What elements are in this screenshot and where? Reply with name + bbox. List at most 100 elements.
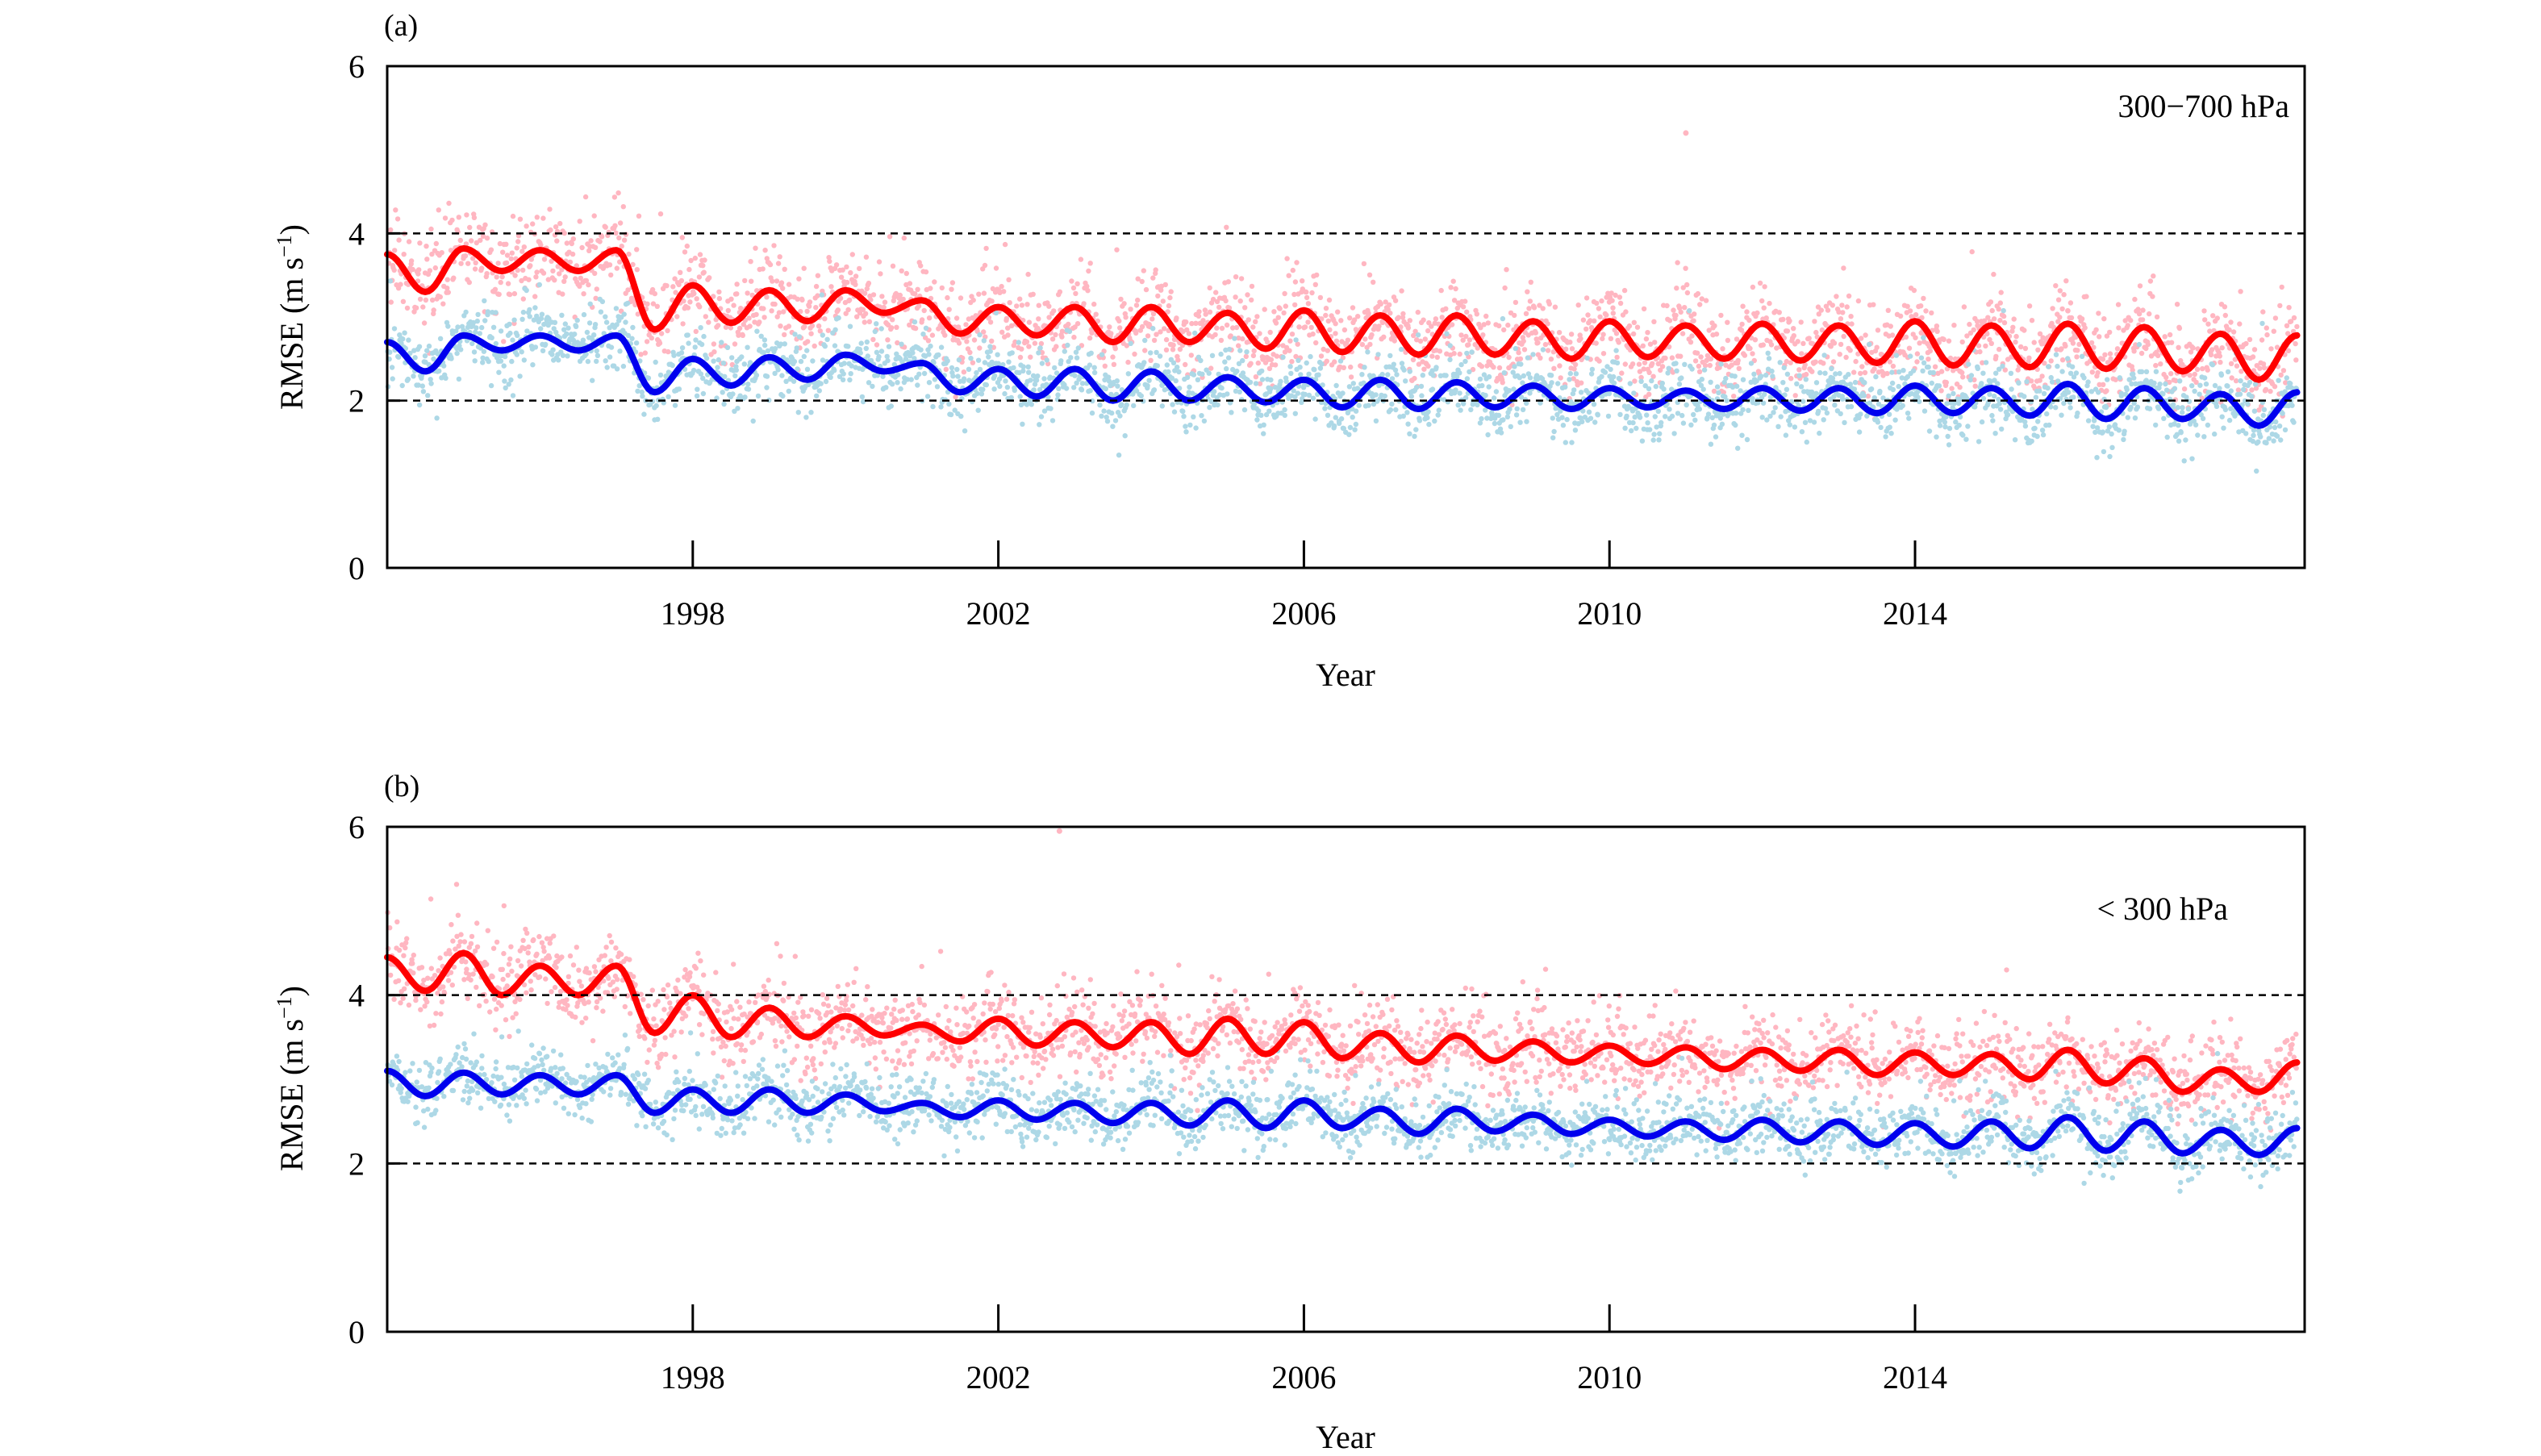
scatter-point xyxy=(603,358,608,364)
scatter-point xyxy=(814,393,820,398)
scatter-point xyxy=(2277,302,2283,309)
scatter-point xyxy=(780,286,786,291)
scatter-point xyxy=(497,240,503,247)
scatter-point xyxy=(1682,305,1688,311)
scatter-point xyxy=(672,276,678,282)
scatter-point xyxy=(1646,369,1652,375)
scatter-point xyxy=(1457,351,1462,357)
scatter-point xyxy=(462,253,469,259)
scatter-point xyxy=(1548,357,1554,362)
scatter-point xyxy=(1796,367,1802,373)
scatter-point xyxy=(1884,370,1890,377)
scatter-point xyxy=(1848,403,1855,410)
scatter-point xyxy=(745,344,750,350)
scatter-point xyxy=(1592,318,1597,323)
scatter-point xyxy=(1762,284,1767,290)
scatter-point xyxy=(1772,405,1778,411)
scatter-point xyxy=(1927,348,1934,354)
scatter-point xyxy=(1019,346,1024,352)
scatter-point xyxy=(519,316,525,322)
scatter-point xyxy=(405,376,411,382)
scatter-point xyxy=(1434,354,1441,361)
scatter-point xyxy=(954,366,960,373)
scatter-point xyxy=(511,317,517,323)
scatter-point xyxy=(857,350,863,356)
scatter-point xyxy=(1304,289,1309,295)
scatter-point xyxy=(1578,336,1583,341)
scatter-point xyxy=(700,263,706,269)
scatter-point xyxy=(732,373,738,379)
scatter-point xyxy=(1112,346,1118,352)
scatter-point xyxy=(2049,379,2055,385)
scatter-point xyxy=(1550,435,1556,440)
scatter-point xyxy=(1520,407,1526,412)
scatter-point xyxy=(507,330,513,336)
scatter-point xyxy=(1400,413,1407,419)
scatter-point xyxy=(1508,423,1514,430)
scatter-point xyxy=(1701,367,1708,373)
scatter-point xyxy=(859,394,866,400)
scatter-point xyxy=(1142,337,1148,344)
scatter-point xyxy=(777,254,782,260)
scatter-point xyxy=(2008,370,2014,376)
scatter-point xyxy=(1760,342,1766,348)
scatter-point xyxy=(1087,362,1093,368)
scatter-point xyxy=(2135,307,2141,312)
scatter-point xyxy=(577,283,582,289)
scatter-point xyxy=(603,319,610,325)
scatter-point xyxy=(1967,321,1972,327)
scatter-point xyxy=(991,373,998,378)
scatter-point xyxy=(429,251,435,257)
scatter-point xyxy=(1449,322,1455,327)
scatter-point xyxy=(1652,340,1658,345)
scatter-point xyxy=(1795,339,1800,344)
scatter-point xyxy=(1171,336,1178,343)
scatter-point xyxy=(801,265,807,271)
scatter-point xyxy=(1417,418,1423,423)
scatter-point xyxy=(1102,363,1108,369)
scatter-point xyxy=(2132,415,2138,421)
scatter-point xyxy=(2293,357,2299,363)
scatter-point xyxy=(670,284,676,290)
scatter-point xyxy=(703,355,710,361)
scatter-point xyxy=(1407,431,1412,436)
scatter-point xyxy=(398,282,403,287)
scatter-point xyxy=(1934,434,1939,440)
scatter-point xyxy=(671,353,677,358)
scatter-point xyxy=(1551,428,1557,435)
scatter-point xyxy=(1839,302,1845,308)
scatter-point xyxy=(2125,323,2130,328)
scatter-point xyxy=(1121,301,1127,307)
scatter-point xyxy=(2061,292,2067,298)
scatter-point xyxy=(2176,325,2183,332)
scatter-point xyxy=(1514,406,1520,411)
scatter-point xyxy=(1527,298,1533,304)
scatter-point xyxy=(1759,373,1764,379)
scatter-point xyxy=(1183,361,1188,368)
scatter-point xyxy=(2200,365,2205,372)
scatter-point xyxy=(1938,388,1944,394)
scatter-point xyxy=(2001,313,2007,319)
scatter-point xyxy=(1798,319,1804,325)
scatter-point xyxy=(583,277,590,284)
scatter-point xyxy=(1991,316,1997,322)
scatter-point xyxy=(1921,335,1926,340)
scatter-point xyxy=(1298,372,1304,378)
scatter-point xyxy=(1525,289,1530,294)
scatter-point xyxy=(2073,370,2080,376)
scatter-point xyxy=(2046,364,2051,369)
scatter-point xyxy=(1308,353,1313,360)
scatter-point xyxy=(1767,300,1772,307)
scatter-point xyxy=(480,360,486,365)
scatter-point xyxy=(1413,427,1419,432)
scatter-point xyxy=(467,224,473,231)
scatter-point xyxy=(621,311,627,317)
scatter-point xyxy=(1496,412,1502,419)
scatter-point xyxy=(432,265,438,271)
scatter-point xyxy=(878,326,884,332)
scatter-point xyxy=(1119,402,1124,407)
scatter-point xyxy=(1875,419,1881,425)
scatter-point xyxy=(682,249,688,255)
scatter-point xyxy=(2131,348,2137,354)
scatter-point xyxy=(1338,318,1344,323)
